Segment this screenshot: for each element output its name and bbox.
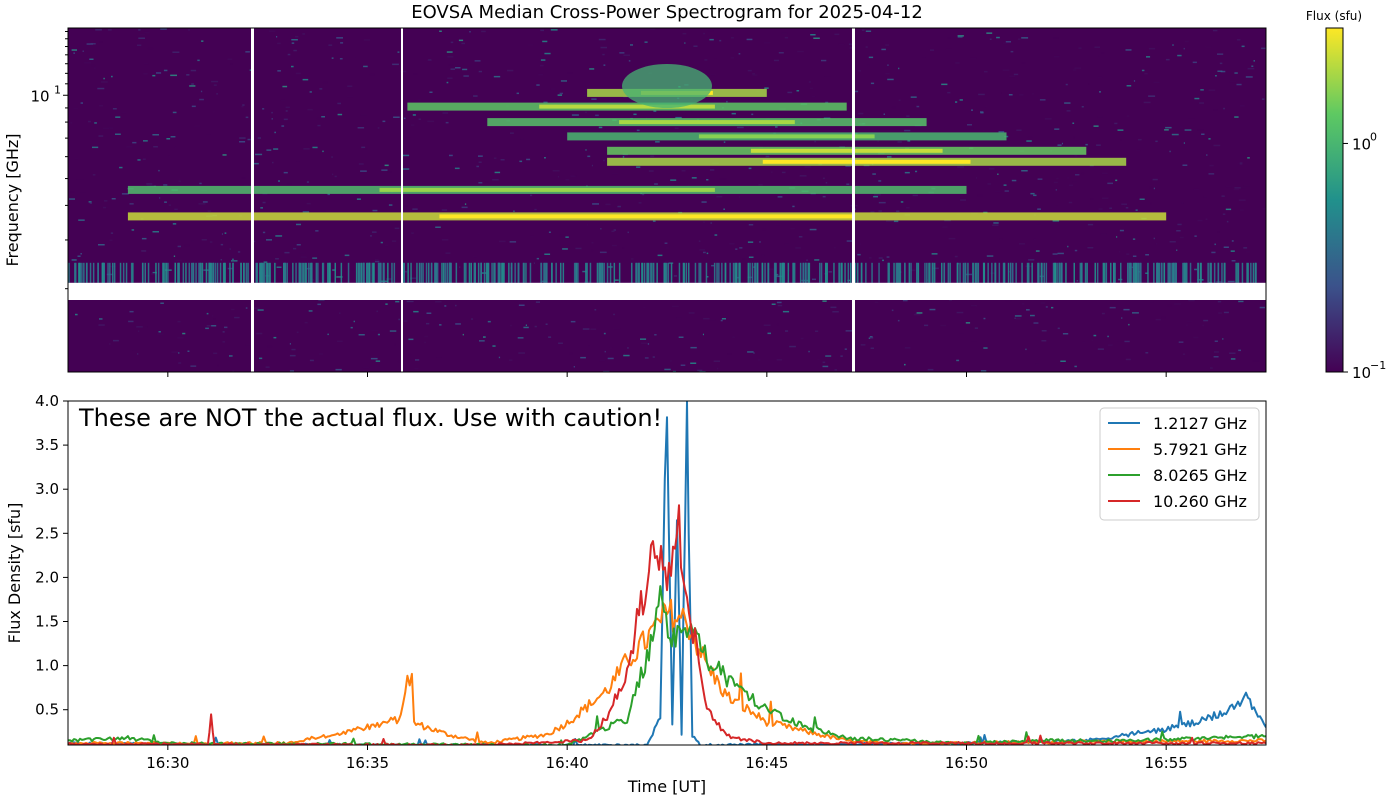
y-tick-label: 2.5 xyxy=(35,524,59,542)
colorbar-tick-exp: 0 xyxy=(1370,130,1377,143)
x-tick-label: 16:50 xyxy=(945,754,988,772)
spectrogram-y-tick-label: 10 xyxy=(30,87,49,105)
x-tick-label: 16:35 xyxy=(346,754,389,772)
spectrogram-flare xyxy=(622,64,712,108)
spectrogram-masked-band xyxy=(68,282,1266,300)
x-tick-label: 16:45 xyxy=(745,754,788,772)
x-tick-label: 16:40 xyxy=(546,754,589,772)
y-tick-label: 3.5 xyxy=(35,436,59,454)
lightcurve-y-label: Flux Density [sfu] xyxy=(5,503,24,644)
lightcurve-x-label: Time [UT] xyxy=(627,777,706,796)
spectrogram-plot xyxy=(68,28,1266,372)
y-tick-label: 1.0 xyxy=(35,657,59,675)
y-tick-label: 3.0 xyxy=(35,480,59,498)
lightcurve-frame xyxy=(67,400,1267,746)
spectrogram-x-ticks xyxy=(167,372,1167,377)
legend-entry-label: 8.0265 GHz xyxy=(1153,466,1247,485)
y-tick-label: 2.0 xyxy=(35,568,59,586)
lightcurve-lines xyxy=(68,401,1266,745)
spectrogram-flag-lines xyxy=(251,28,855,372)
lightcurve-y-ticks: 0.5 1.0 1.5 2.0 2.5 3.0 3.5 4.0 xyxy=(35,392,68,719)
spectrogram-y-label: Frequency [GHz] xyxy=(3,133,22,266)
legend-entry-label: 5.7921 GHz xyxy=(1153,440,1247,459)
colorbar-tick-label: 10 xyxy=(1352,364,1371,382)
x-tick-label: 16:55 xyxy=(1145,754,1188,772)
colorbar xyxy=(1325,27,1344,373)
y-tick-label: 0.5 xyxy=(35,701,59,719)
series-line-3 xyxy=(68,504,1266,745)
legend-entry-label: 10.260 GHz xyxy=(1153,492,1247,511)
lightcurve-x-ticks: 16:30 16:35 16:40 16:45 16:50 16:55 xyxy=(146,745,1188,772)
caution-annotation: These are NOT the actual flux. Use with … xyxy=(78,404,662,432)
spectrogram-title: EOVSA Median Cross-Power Spectrogram for… xyxy=(411,2,923,23)
x-tick-label: 16:30 xyxy=(146,754,189,772)
colorbar-tick-exp: −1 xyxy=(1370,359,1386,372)
legend-box xyxy=(1099,407,1260,521)
spectrogram-bands xyxy=(127,64,1167,221)
spectrogram-frame xyxy=(67,27,1267,373)
legend: 1.2127 GHz 5.7921 GHz 8.0265 GHz 10.260 GHz xyxy=(1099,407,1260,521)
spectrogram-y-tick-exp: 1 xyxy=(54,83,61,96)
y-tick-label: 4.0 xyxy=(35,392,59,410)
colorbar-label: Flux (sfu) xyxy=(1306,9,1362,23)
colorbar-tick-label: 10 xyxy=(1352,135,1371,153)
spectrogram-y-ticks: 10 1 xyxy=(30,30,68,290)
legend-entry-label: 1.2127 GHz xyxy=(1153,414,1247,433)
y-tick-label: 1.5 xyxy=(35,613,59,631)
